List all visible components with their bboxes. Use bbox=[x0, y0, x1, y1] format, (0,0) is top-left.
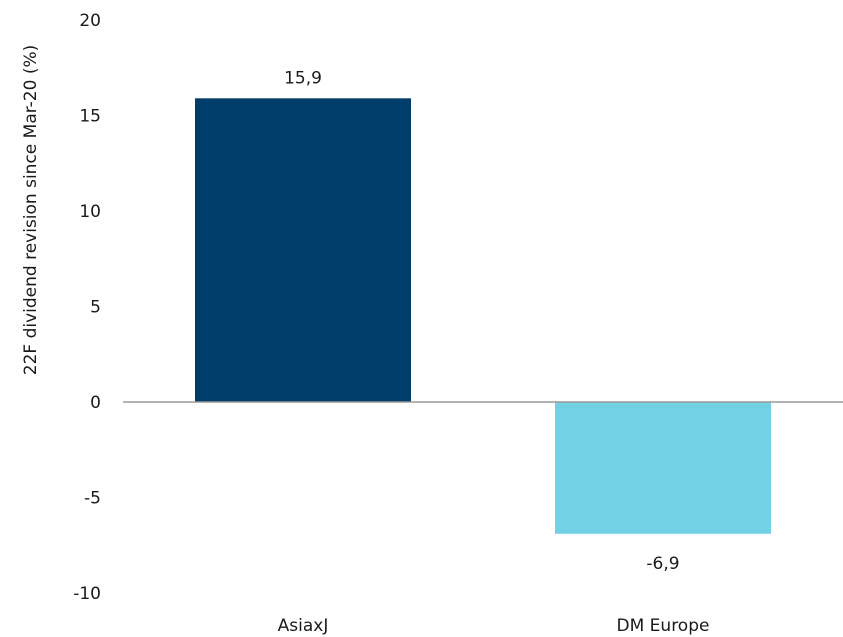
y-tick-label: -5 bbox=[84, 489, 101, 509]
bar-asiaxj bbox=[195, 98, 411, 402]
category-labels: AsiaxJ DM Europe bbox=[278, 616, 710, 636]
y-tick-label: 15 bbox=[79, 107, 101, 127]
y-axis-ticks: 20 15 10 5 0 -5 -10 bbox=[73, 11, 101, 604]
y-tick-label: 0 bbox=[90, 393, 101, 413]
y-tick-label: -10 bbox=[73, 584, 101, 604]
y-tick-label: 10 bbox=[79, 202, 101, 222]
y-axis-label: 22F dividend revision since Mar-20 (%) bbox=[21, 45, 41, 376]
y-tick-label: 20 bbox=[79, 11, 101, 31]
data-labels: 15,9 -6,9 bbox=[284, 68, 680, 573]
data-label: -6,9 bbox=[646, 554, 679, 574]
y-tick-label: 5 bbox=[90, 298, 101, 318]
category-label: DM Europe bbox=[617, 616, 710, 636]
bar-dm-europe bbox=[555, 402, 771, 534]
category-label: AsiaxJ bbox=[278, 616, 329, 636]
data-label: 15,9 bbox=[284, 68, 322, 88]
bars bbox=[195, 98, 771, 534]
